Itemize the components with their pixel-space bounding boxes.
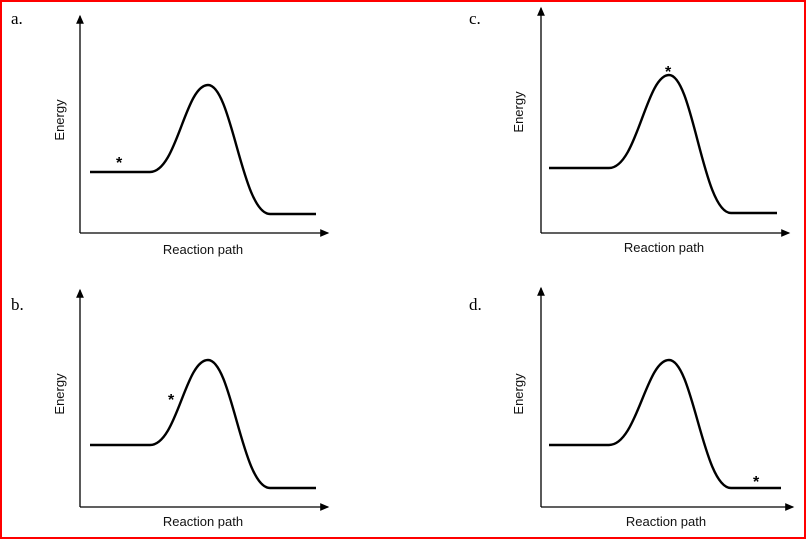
y-axis-label: Energy [511,91,526,133]
marker-star: * [665,64,672,81]
x-axis-label: Reaction path [163,242,243,257]
y-axis-label: Energy [511,373,526,415]
marker-star: * [168,392,175,409]
panel-d: d. * Energy Reaction path [469,286,795,529]
x-axis-label: Reaction path [163,514,243,529]
y-axis-label: Energy [52,99,67,141]
panel-label: d. [469,295,482,314]
energy-curve [90,358,316,490]
panel-b: b. * Energy Reaction path [11,288,330,529]
marker-star: * [753,474,760,491]
x-axis-label: Reaction path [624,240,704,255]
energy-curve [549,358,781,490]
marker-star: * [116,155,123,172]
x-axis-label: Reaction path [626,514,706,529]
panel-label: b. [11,295,24,314]
panel-c: c. * Energy Reaction path [469,6,791,255]
y-axis-label: Energy [52,373,67,415]
panel-label: c. [469,9,481,28]
panel-label: a. [11,9,23,28]
energy-curve [90,83,316,216]
energy-curve [549,73,777,215]
panel-a: a. * Energy Reaction path [11,9,330,257]
